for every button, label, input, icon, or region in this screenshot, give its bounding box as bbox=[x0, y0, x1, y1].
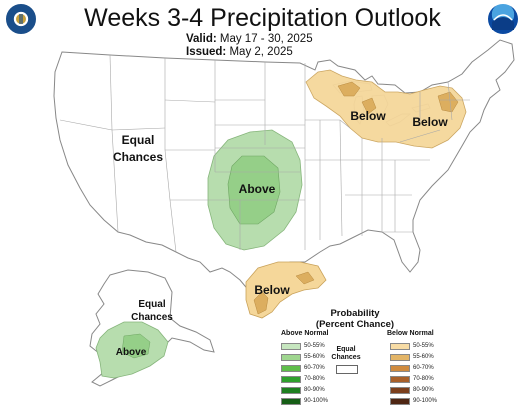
label-alaska-equal-line2: Chances bbox=[131, 312, 173, 323]
label-equal-chances-line2: Chances bbox=[113, 150, 163, 164]
below-region-great-lakes-55 bbox=[337, 81, 361, 97]
legend-above-swatch bbox=[281, 386, 301, 394]
noaa-logo-icon bbox=[488, 4, 518, 34]
label-below-texas: Below bbox=[254, 283, 290, 297]
legend-below-label: 60-70% bbox=[413, 365, 434, 371]
legend-below-swatch bbox=[390, 386, 410, 394]
legend-above-swatch bbox=[281, 397, 301, 405]
legend-below-head: Below Normal bbox=[387, 330, 434, 337]
label-below-great-lakes-west: Below bbox=[350, 109, 386, 123]
issued-value: May 2, 2025 bbox=[229, 46, 293, 58]
legend-below-swatch bbox=[390, 353, 410, 361]
legend-above-row: 55-60% bbox=[281, 353, 336, 361]
state-borders bbox=[59, 54, 470, 253]
legend-below-label: 90-100% bbox=[413, 398, 438, 404]
legend-above-label: 80-90% bbox=[304, 387, 325, 393]
legend-title-line1: Probability bbox=[330, 308, 380, 319]
legend-above-row: 60-70% bbox=[281, 364, 336, 372]
below-region-texas-55 bbox=[253, 291, 269, 315]
legend-equal-line1: Equal bbox=[336, 346, 356, 353]
commerce-department-seal-icon bbox=[6, 4, 36, 34]
legend-above-swatch bbox=[281, 375, 301, 383]
legend-above-label: 60-70% bbox=[304, 365, 325, 371]
alaska-above-region-55 bbox=[121, 333, 151, 359]
legend-above-row: 70-80% bbox=[281, 375, 336, 383]
issued-label: Issued: bbox=[186, 46, 227, 58]
legend-equal-chances: Equal Chances bbox=[326, 346, 366, 362]
legend-above-row: 50-55% bbox=[281, 342, 336, 350]
below-region-great-lakes-55b bbox=[361, 97, 377, 115]
legend-above-swatch bbox=[281, 342, 301, 350]
legend-below-row: 80-90% bbox=[390, 386, 445, 394]
legend-above-label: 90-100% bbox=[304, 398, 329, 404]
legend-below-row: 55-60% bbox=[390, 353, 445, 361]
legend-above-label: 55-60% bbox=[304, 354, 325, 360]
legend-title-line2: (Percent Chance) bbox=[315, 319, 395, 330]
legend-below-row: 70-80% bbox=[390, 375, 445, 383]
label-above-central: Above bbox=[239, 182, 276, 196]
label-below-great-lakes-east: Below bbox=[412, 115, 448, 129]
legend-above-head: Above Normal bbox=[281, 330, 329, 337]
page-title: Weeks 3-4 Precipitation Outlook bbox=[84, 4, 441, 32]
issued-date: Issued: May 2, 2025 bbox=[186, 46, 293, 58]
legend-below-label: 50-55% bbox=[413, 343, 434, 349]
label-equal-chances: Equal bbox=[122, 133, 155, 147]
legend-below-swatch bbox=[390, 364, 410, 372]
valid-label: Valid: bbox=[186, 33, 217, 45]
legend-above-row: 80-90% bbox=[281, 386, 336, 394]
below-region-texas-55b bbox=[295, 271, 315, 285]
legend-below-label: 55-60% bbox=[413, 354, 434, 360]
valid-value: May 17 - 30, 2025 bbox=[219, 33, 313, 45]
legend-equal-line2: Chances bbox=[331, 354, 361, 361]
legend-below-swatch bbox=[390, 375, 410, 383]
legend-below-label: 80-90% bbox=[413, 387, 434, 393]
legend-above-row: 90-100% bbox=[281, 397, 336, 405]
label-alaska-equal: Equal bbox=[138, 299, 165, 310]
legend-below-label: 70-80% bbox=[413, 376, 434, 382]
label-alaska-above: Above bbox=[116, 347, 147, 358]
legend-above-label: 50-55% bbox=[304, 343, 325, 349]
legend-above-swatch bbox=[281, 353, 301, 361]
legend-below-row: 60-70% bbox=[390, 364, 445, 372]
legend-below-swatch bbox=[390, 397, 410, 405]
legend-below-row: 50-55% bbox=[390, 342, 445, 350]
above-region-central-55 bbox=[227, 155, 281, 225]
below-region-great-lakes-55c bbox=[437, 91, 459, 113]
legend-above-swatch bbox=[281, 364, 301, 372]
legend-equal-swatch bbox=[336, 365, 358, 374]
valid-dates: Valid: May 17 - 30, 2025 bbox=[186, 33, 313, 45]
legend-below-swatch bbox=[390, 342, 410, 350]
legend-title: Probability (Percent Chance) bbox=[300, 308, 410, 330]
legend-below-row: 90-100% bbox=[390, 397, 445, 405]
legend-above-label: 70-80% bbox=[304, 376, 325, 382]
